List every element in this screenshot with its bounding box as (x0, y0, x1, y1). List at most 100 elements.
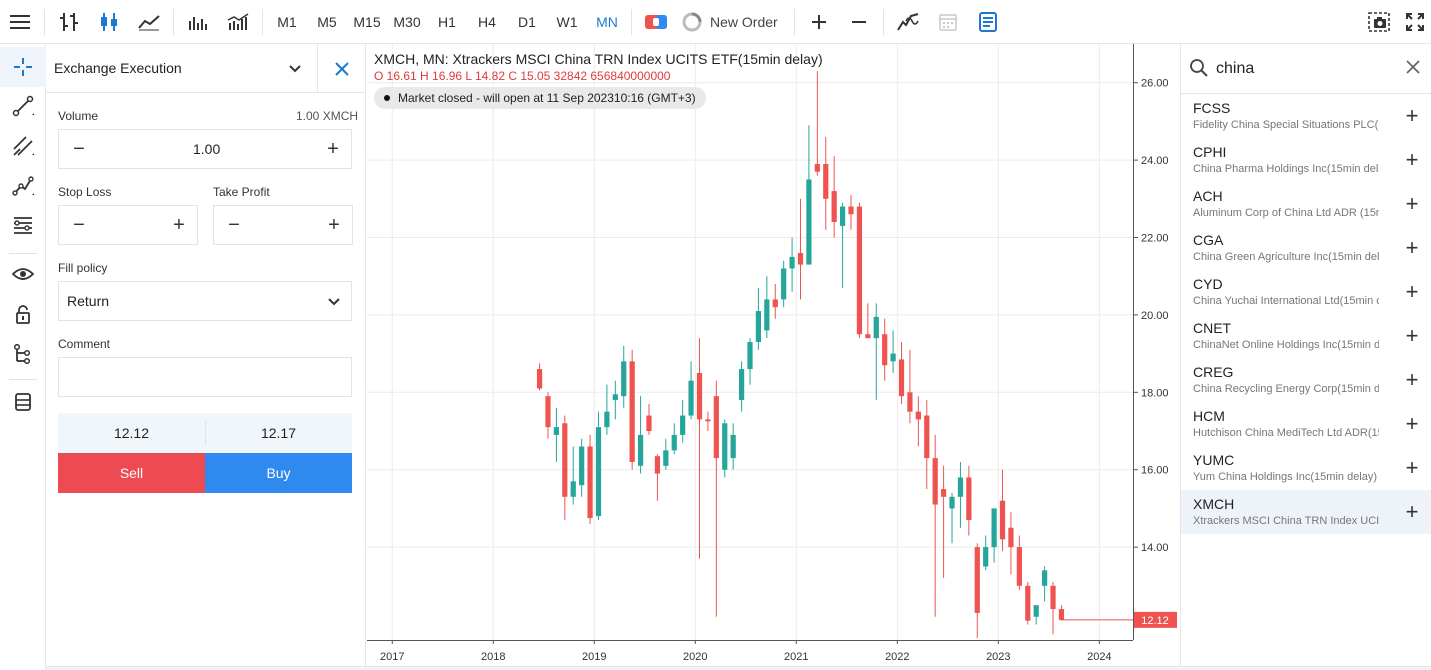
candles (536, 71, 1065, 639)
bull-candle (755, 287, 762, 350)
take-profit-decrease-button[interactable]: − (228, 214, 240, 236)
symbol-list-item[interactable]: HCM Hutchison China MediTech Ltd ADR(15mi… (1181, 402, 1431, 446)
stop-loss-increase-button[interactable]: + (173, 214, 185, 236)
zoom-in-icon[interactable] (799, 0, 839, 44)
search-icon (1189, 58, 1209, 81)
candle-body (738, 369, 745, 401)
timeframe-m15[interactable]: M15 (353, 13, 381, 30)
add-symbol-icon[interactable]: + (1405, 411, 1419, 436)
timeframe-d1[interactable]: D1 (518, 13, 536, 30)
bull-candle (1033, 605, 1039, 625)
bear-candle (562, 415, 568, 521)
polyline-icon[interactable] (0, 166, 46, 206)
candle-body (797, 252, 804, 265)
symbol-list-item[interactable]: YUMC Yum China Holdings Inc(15min delay) + (1181, 446, 1431, 490)
symbol-list-item[interactable]: CGA China Green Agriculture Inc(15min del… (1181, 226, 1431, 270)
y-tick-label: 16.00 (1141, 465, 1169, 477)
tick-volume-icon[interactable] (178, 0, 218, 44)
bear-candle (1016, 535, 1022, 590)
add-symbol-icon[interactable]: + (1405, 235, 1419, 260)
timeframe-h4[interactable]: H4 (478, 13, 496, 30)
buy-button[interactable]: Buy (205, 453, 352, 493)
volume-increase-button[interactable]: + (327, 138, 339, 160)
bear-candle (940, 465, 947, 579)
screenshot-button[interactable] (1359, 0, 1399, 44)
add-symbol-icon[interactable]: + (1405, 147, 1419, 172)
price-chart[interactable]: 12.12 14.00 16.00 18.00 20.00 22.00 24.00 26.0… (367, 44, 1179, 670)
fullscreen-button[interactable] (1395, 0, 1431, 44)
trend-line-icon[interactable] (0, 86, 46, 126)
symbol-ticker: CGA (1193, 232, 1224, 248)
timeframe-h1[interactable]: H1 (438, 13, 456, 30)
bear-candle (865, 303, 871, 339)
database-icon[interactable] (0, 382, 46, 422)
candle-body (924, 415, 930, 459)
symbol-list-item[interactable]: CNET ChinaNet Online Holdings Inc(15min d… (1181, 314, 1431, 358)
add-symbol-icon[interactable]: + (1405, 279, 1419, 304)
line-chart-icon[interactable] (129, 0, 169, 44)
crosshair-icon[interactable] (0, 47, 46, 87)
add-symbol-icon[interactable]: + (1405, 103, 1419, 128)
bar-chart-icon[interactable] (49, 0, 89, 44)
sell-button[interactable]: Sell (58, 453, 205, 493)
candle-body (637, 434, 644, 466)
symbol-list-item[interactable]: CPHI China Pharma Holdings Inc(15min dela… (1181, 138, 1431, 182)
menu-icon[interactable] (0, 0, 40, 44)
bear-candle (823, 136, 829, 230)
price-row: 12.12 12.17 (58, 413, 352, 453)
symbol-list-item[interactable]: CYD China Yuchai International Ltd(15min … (1181, 270, 1431, 314)
chevron-down-icon[interactable] (285, 58, 305, 78)
candle-body (747, 342, 753, 370)
bull-candle (1042, 566, 1048, 602)
volume-decrease-button[interactable]: − (73, 138, 85, 160)
fill-policy-select[interactable]: Return (58, 281, 352, 321)
close-icon[interactable] (1406, 60, 1420, 77)
bull-candle (983, 535, 989, 571)
bull-candle (637, 396, 644, 474)
comment-input[interactable] (58, 357, 352, 397)
add-symbol-icon[interactable]: + (1405, 499, 1419, 524)
symbol-list-item[interactable]: CREG China Recycling Energy Corp(15min de… (1181, 358, 1431, 402)
add-symbol-icon[interactable]: + (1405, 191, 1419, 216)
timeframe-m5[interactable]: M5 (317, 13, 337, 30)
timeframe-w1[interactable]: W1 (556, 13, 578, 30)
symbol-description: Fidelity China Special Situations PLC(15… (1193, 119, 1379, 131)
indicator-fx-icon[interactable] (888, 0, 928, 44)
execution-type-select[interactable]: Exchange Execution (54, 60, 182, 76)
object-tree-icon[interactable] (0, 334, 46, 374)
x-tick-label: 2024 (1087, 651, 1111, 663)
bear-candle (646, 403, 652, 435)
x-tick-label: 2023 (986, 651, 1010, 663)
add-symbol-icon[interactable]: + (1405, 455, 1419, 480)
symbol-search-input[interactable] (1216, 56, 1396, 82)
add-symbol-icon[interactable]: + (1405, 323, 1419, 348)
chart-area[interactable]: 12.12 14.00 16.00 18.00 20.00 22.00 24.00 26.0… (367, 44, 1179, 670)
lock-icon[interactable] (0, 294, 46, 334)
toolbar-divider (882, 8, 884, 35)
eye-icon[interactable] (0, 254, 46, 294)
one-click-trading-icon[interactable] (636, 0, 676, 44)
channel-icon[interactable] (0, 126, 46, 166)
symbol-list-item[interactable]: FCSS Fidelity China Special Situations PL… (1181, 94, 1431, 138)
bull-candle (839, 202, 846, 288)
new-order-button[interactable]: New Order (676, 0, 790, 44)
close-icon[interactable] (317, 44, 366, 93)
indicators-icon[interactable] (218, 0, 258, 44)
fibonacci-icon[interactable] (0, 205, 46, 245)
stop-loss-decrease-button[interactable]: − (73, 214, 85, 236)
timeframe-m30[interactable]: M30 (393, 13, 421, 30)
add-symbol-icon[interactable]: + (1405, 367, 1419, 392)
timeframe-mn[interactable]: MN (596, 13, 618, 30)
bear-candle (772, 283, 778, 319)
symbol-list-item[interactable]: XMCH Xtrackers MSCI China TRN Index UCITS… (1181, 490, 1431, 534)
calendar-icon[interactable] (928, 0, 968, 44)
order-panel-toggle-icon[interactable] (968, 0, 1008, 44)
bull-candle (671, 423, 677, 455)
candle-body (839, 206, 846, 226)
timeframe-m1[interactable]: M1 (277, 13, 297, 30)
candlestick-icon[interactable] (89, 0, 129, 44)
symbol-list-item[interactable]: ACH Aluminum Corp of China Ltd ADR (15min… (1181, 182, 1431, 226)
zoom-out-icon[interactable] (839, 0, 879, 44)
take-profit-increase-button[interactable]: + (328, 214, 340, 236)
volume-input[interactable]: 1.00 (193, 141, 221, 157)
